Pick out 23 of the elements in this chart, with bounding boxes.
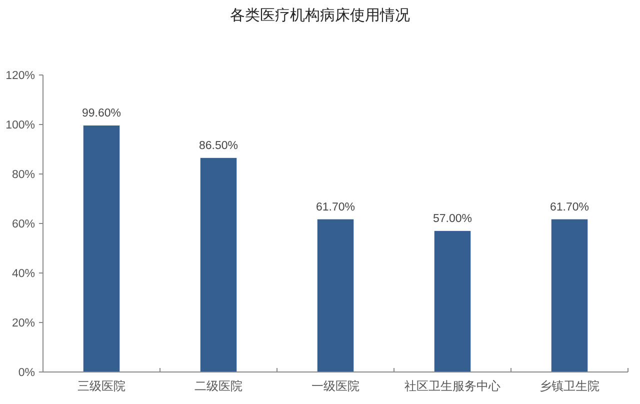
x-tick-label: 乡镇卫生院 <box>540 379 600 393</box>
y-tick-label: 20% <box>12 318 35 330</box>
y-tick-label: 40% <box>12 268 35 280</box>
x-tick-label: 三级医院 <box>78 379 126 393</box>
y-tick-label: 0% <box>18 367 35 380</box>
bar <box>200 158 237 372</box>
x-tick-label: 二级医院 <box>194 379 242 393</box>
y-tick-label: 100% <box>6 120 35 132</box>
bar <box>434 230 471 372</box>
data-label: 86.50% <box>198 140 238 152</box>
data-label: 61.70% <box>550 201 590 214</box>
data-label: 61.70% <box>316 201 356 214</box>
y-tick-label: 80% <box>12 169 35 182</box>
bar <box>317 219 354 372</box>
x-tick-label: 一级医院 <box>312 379 360 393</box>
bar <box>551 219 588 372</box>
data-label: 99.60% <box>82 107 122 120</box>
y-tick-label: 120% <box>6 70 35 82</box>
data-label: 57.00% <box>432 212 472 225</box>
x-tick-label: 社区卫生服务中心 <box>404 379 500 393</box>
chart-title: 各类医疗机构病床使用情况 <box>230 7 410 24</box>
y-tick-label: 60% <box>12 218 35 231</box>
bar <box>83 125 120 372</box>
